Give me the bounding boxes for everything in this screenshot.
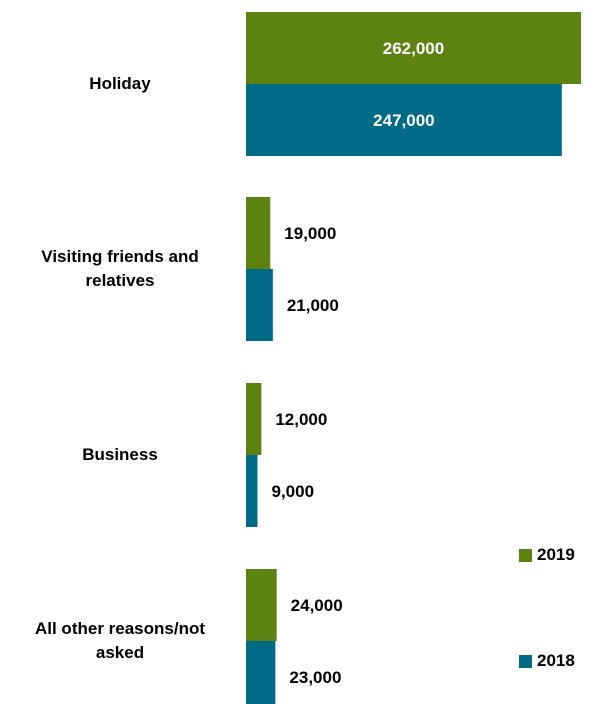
bar-2019-business — [246, 383, 262, 455]
category-label-line: Business — [82, 445, 158, 464]
data-label-2018-holiday: 247,000 — [373, 111, 434, 130]
legend-swatch-2018 — [519, 654, 532, 668]
bar-2019-holiday — [246, 12, 581, 84]
category-label-line: Visiting friends and — [41, 247, 199, 266]
legend-item-2019: 2019 — [519, 545, 575, 565]
category-label-holiday: Holiday — [5, 72, 235, 96]
legend-item-2018: 2018 — [519, 651, 575, 671]
bar-2018-holiday — [246, 84, 562, 156]
bar-2019-all-other-reasons-not-asked — [246, 569, 277, 641]
category-label-business: Business — [5, 443, 235, 467]
data-label-2019-all-other-reasons-not-asked: 24,000 — [291, 596, 343, 615]
category-label-visiting-friends-and-relatives: Visiting friends and relatives — [5, 245, 235, 293]
data-label-2019-holiday: 262,000 — [383, 39, 444, 58]
bar-2019-visiting-friends-and-relatives — [246, 197, 271, 269]
category-label-line: asked — [95, 643, 145, 662]
category-label-line: Holiday — [89, 74, 151, 93]
data-label-2018-all-other-reasons-not-asked: 23,000 — [289, 668, 341, 687]
bar-2018-visiting-friends-and-relatives — [246, 269, 273, 341]
data-label-2018-business: 9,000 — [272, 482, 315, 501]
category-label-line: relatives — [85, 271, 155, 290]
category-label-all-other-reasons-not-asked: All other reasons/not asked — [5, 617, 235, 665]
bar-2018-all-other-reasons-not-asked — [246, 641, 276, 704]
data-label-2019-business: 12,000 — [275, 410, 327, 429]
bar-2018-business — [246, 455, 258, 527]
legend-swatch-2019 — [519, 548, 532, 562]
legend-label-2019: 2019 — [537, 545, 575, 564]
category-label-line: All other reasons/not — [34, 619, 206, 638]
data-label-2019-visiting-friends-and-relatives: 19,000 — [284, 224, 336, 243]
legend-label-2018: 2018 — [537, 651, 575, 670]
data-label-2018-visiting-friends-and-relatives: 21,000 — [287, 296, 339, 315]
